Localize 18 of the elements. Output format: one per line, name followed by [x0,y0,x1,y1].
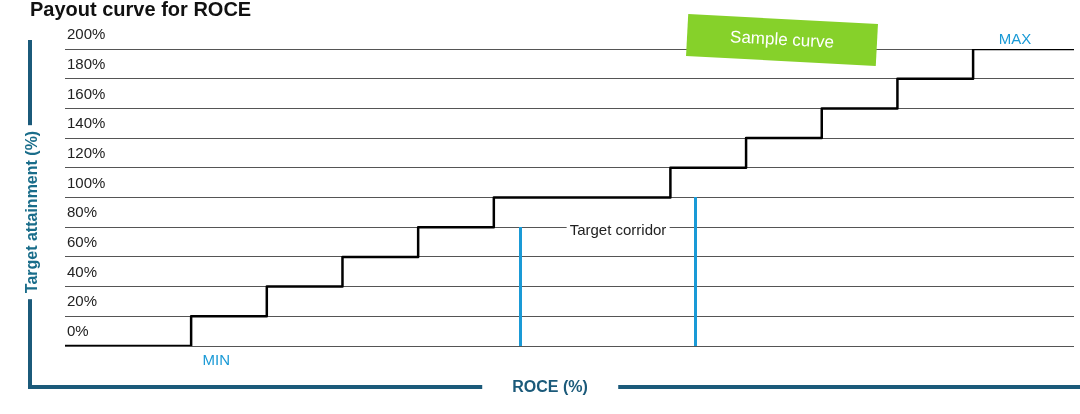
y-tick-label: 60% [67,233,98,251]
y-tick-label: 100% [67,173,106,191]
x-axis-title: ROCE (%) [482,378,618,396]
y-tick-label: 80% [67,203,98,221]
y-tick-label: 120% [67,143,106,161]
y-tick-label: 0% [67,322,89,340]
y-tick-label: 40% [67,262,98,280]
y-tick-label: 180% [67,54,106,72]
annotation: Target corridor [566,220,670,238]
chart-title: Payout curve for ROCE [30,0,252,21]
y-tick-label: 160% [67,84,106,102]
text: MAX [998,29,1032,47]
y-axis-title: Target attainment (%) [23,124,41,300]
y-tick-label: 140% [67,114,106,132]
x-tick-label: MIN [202,351,231,369]
sticker-label: Sample curve [686,14,878,66]
y-tick-label: 200% [67,25,106,43]
y-tick-label: 20% [67,292,98,310]
